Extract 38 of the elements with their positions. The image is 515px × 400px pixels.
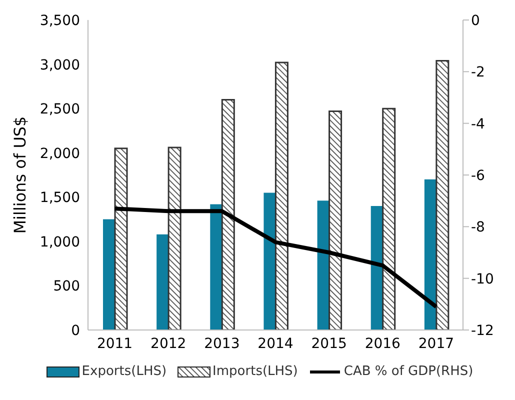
y-tick-label: 500	[53, 278, 80, 295]
y2-tick-label: -4	[471, 116, 486, 132]
y2-tick-label: -10	[471, 271, 494, 288]
legend-label: Imports(LHS)	[212, 364, 298, 379]
bar	[264, 192, 276, 330]
y2-tick-label: -8	[471, 220, 485, 236]
x-tick-label: 2017	[418, 336, 454, 352]
y-tick-label: 2,500	[40, 102, 80, 118]
x-tick-label: 2012	[150, 336, 186, 352]
x-tick-label: 2016	[364, 336, 401, 352]
y-tick-label: 0	[71, 322, 80, 339]
y2-tick-label: 0	[471, 12, 480, 29]
bar	[168, 146, 182, 330]
bar	[382, 108, 396, 330]
y-tick-label: 1,000	[40, 234, 80, 250]
line-series	[112, 206, 438, 309]
y-tick-label: 3,500	[40, 12, 80, 29]
x-tick-label: 2013	[204, 336, 240, 352]
x-tick-label: 2015	[311, 336, 347, 352]
y2-tick-label: -6	[471, 168, 486, 184]
y-tick-label: 1,500	[40, 190, 80, 206]
legend-label: CAB % of GDP(RHS)	[344, 364, 474, 379]
bar	[103, 219, 115, 330]
bar	[328, 110, 342, 330]
y-axis-title: Millions of US$	[10, 116, 30, 234]
bar	[114, 148, 128, 330]
x-tick-label: 2014	[258, 336, 294, 352]
bar	[156, 234, 169, 330]
x-tick-label: 2011	[96, 336, 133, 352]
y-tick-label: 2,000	[40, 146, 80, 162]
y2-tick-label: -12	[471, 322, 494, 339]
y2-tick-label: -2	[471, 64, 485, 81]
legend-label: Exports(LHS)	[82, 364, 167, 379]
bar	[210, 204, 222, 330]
bar	[436, 60, 450, 330]
bar	[221, 98, 235, 330]
bar	[274, 62, 288, 330]
y-tick-label: 3,000	[40, 57, 80, 74]
